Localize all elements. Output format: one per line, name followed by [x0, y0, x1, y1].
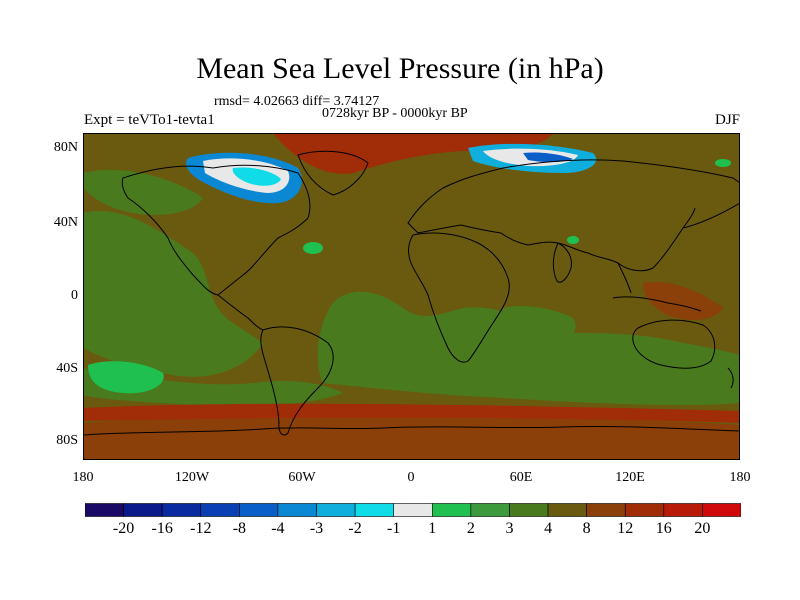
coast-japan: [682, 207, 696, 229]
lon-tick-0: 0: [407, 470, 415, 485]
field-spot-1: [303, 242, 323, 254]
colorbar-swatch: [85, 503, 124, 517]
colorbar-label: -3: [309, 520, 324, 537]
experiment-label: Expt = teVTo1-tevta1: [84, 112, 215, 128]
coast-indonesia: [612, 296, 702, 312]
colorbar-swatch: [470, 503, 510, 517]
coast-eurasia: [407, 159, 740, 272]
field-se-pacific-high: [643, 282, 723, 320]
field-indian-green: [503, 306, 576, 348]
coast-antarctica: [83, 425, 740, 436]
colorbar-swatch: [509, 503, 549, 517]
map-frame: [83, 133, 740, 460]
field-spot-2: [567, 236, 579, 244]
colorbar-swatch: [586, 503, 626, 517]
field-arctic-high: [273, 133, 553, 174]
lon-tick-60w: 60W: [288, 470, 316, 485]
coast-se-asia: [617, 262, 632, 294]
colorbar-swatch: [239, 503, 279, 517]
map-title: Mean Sea Level Pressure (in hPa): [196, 52, 604, 85]
coast-india: [552, 242, 572, 283]
field-laurentide-inner: [232, 167, 281, 186]
lat-tick-80s: 80S: [56, 433, 78, 448]
lat-tick-40s: 40S: [56, 361, 78, 376]
lat-tick-40n: 40N: [53, 215, 78, 230]
colorbar-swatch: [123, 503, 163, 517]
colorbar-swatch: [547, 503, 587, 517]
pressure-map: [83, 133, 740, 460]
lon-tick-60e: 60E: [509, 470, 533, 485]
colorbar-label: 2: [466, 520, 475, 537]
coast-south-america: [260, 326, 334, 436]
field-nw-green: [83, 169, 203, 215]
period-label: 0728kyr BP - 0000kyr BP: [322, 106, 468, 121]
coast-north-america: [121, 164, 311, 296]
colorbar-label: 4: [544, 520, 553, 537]
colorbar-swatch: [200, 503, 240, 517]
colorbar-swatch: [431, 503, 472, 517]
season-label: DJF: [714, 112, 740, 128]
colorbar-swatch: [624, 503, 665, 517]
field-antarctic-high: [83, 414, 740, 460]
colorbar-label: 1: [428, 520, 437, 537]
colorbar-label: 20: [694, 520, 711, 537]
colorbar-label: -8: [232, 520, 247, 537]
lon-tick-180e: 180: [729, 470, 751, 485]
colorbar-swatch: [161, 503, 202, 517]
colorbar-swatch: [702, 503, 741, 517]
coast-africa: [408, 232, 510, 363]
field-pacific-green: [83, 211, 263, 377]
coast-greenland: [297, 150, 369, 196]
colorbar-label: -1: [387, 520, 401, 537]
colorbar-label: -16: [151, 520, 173, 537]
coast-australia: [632, 319, 716, 369]
colorbar-swatch: [663, 503, 703, 517]
lat-tick-80n: 80N: [53, 140, 78, 155]
colorbar-swatch: [393, 503, 433, 517]
lon-tick-120w: 120W: [174, 470, 210, 485]
colorbar-label: -12: [190, 520, 212, 537]
lon-tick-120e: 120E: [615, 470, 645, 485]
field-southpacific-bright: [88, 361, 164, 394]
lon-tick-180w: 180: [72, 470, 94, 485]
colorbar-label: 12: [617, 520, 634, 537]
colorbar-label: -4: [271, 520, 285, 537]
colorbar-label: 16: [655, 520, 672, 537]
colorbar-label: 3: [505, 520, 514, 537]
field-spot-3: [715, 159, 731, 167]
field-south-green: [83, 368, 343, 406]
colorbar-swatch: [277, 503, 317, 517]
coast-new-zealand: [727, 367, 734, 389]
field-southern-ring: [83, 403, 740, 423]
colorbar: [85, 503, 741, 517]
field-atlantic-green: [317, 291, 740, 406]
colorbar-swatch: [354, 503, 395, 517]
coastlines: [83, 150, 740, 436]
lat-tick-0: 0: [71, 288, 78, 303]
colorbar-label: 8: [582, 520, 591, 537]
colorbar-label: -20: [112, 520, 135, 537]
colorbar-label: -2: [348, 520, 362, 537]
coast-central-america: [217, 294, 264, 331]
field-fenno-inner: [523, 152, 573, 163]
colorbar-swatch: [316, 503, 356, 517]
stats-label: rmsd= 4.02663 diff= 3.74127: [214, 94, 380, 109]
